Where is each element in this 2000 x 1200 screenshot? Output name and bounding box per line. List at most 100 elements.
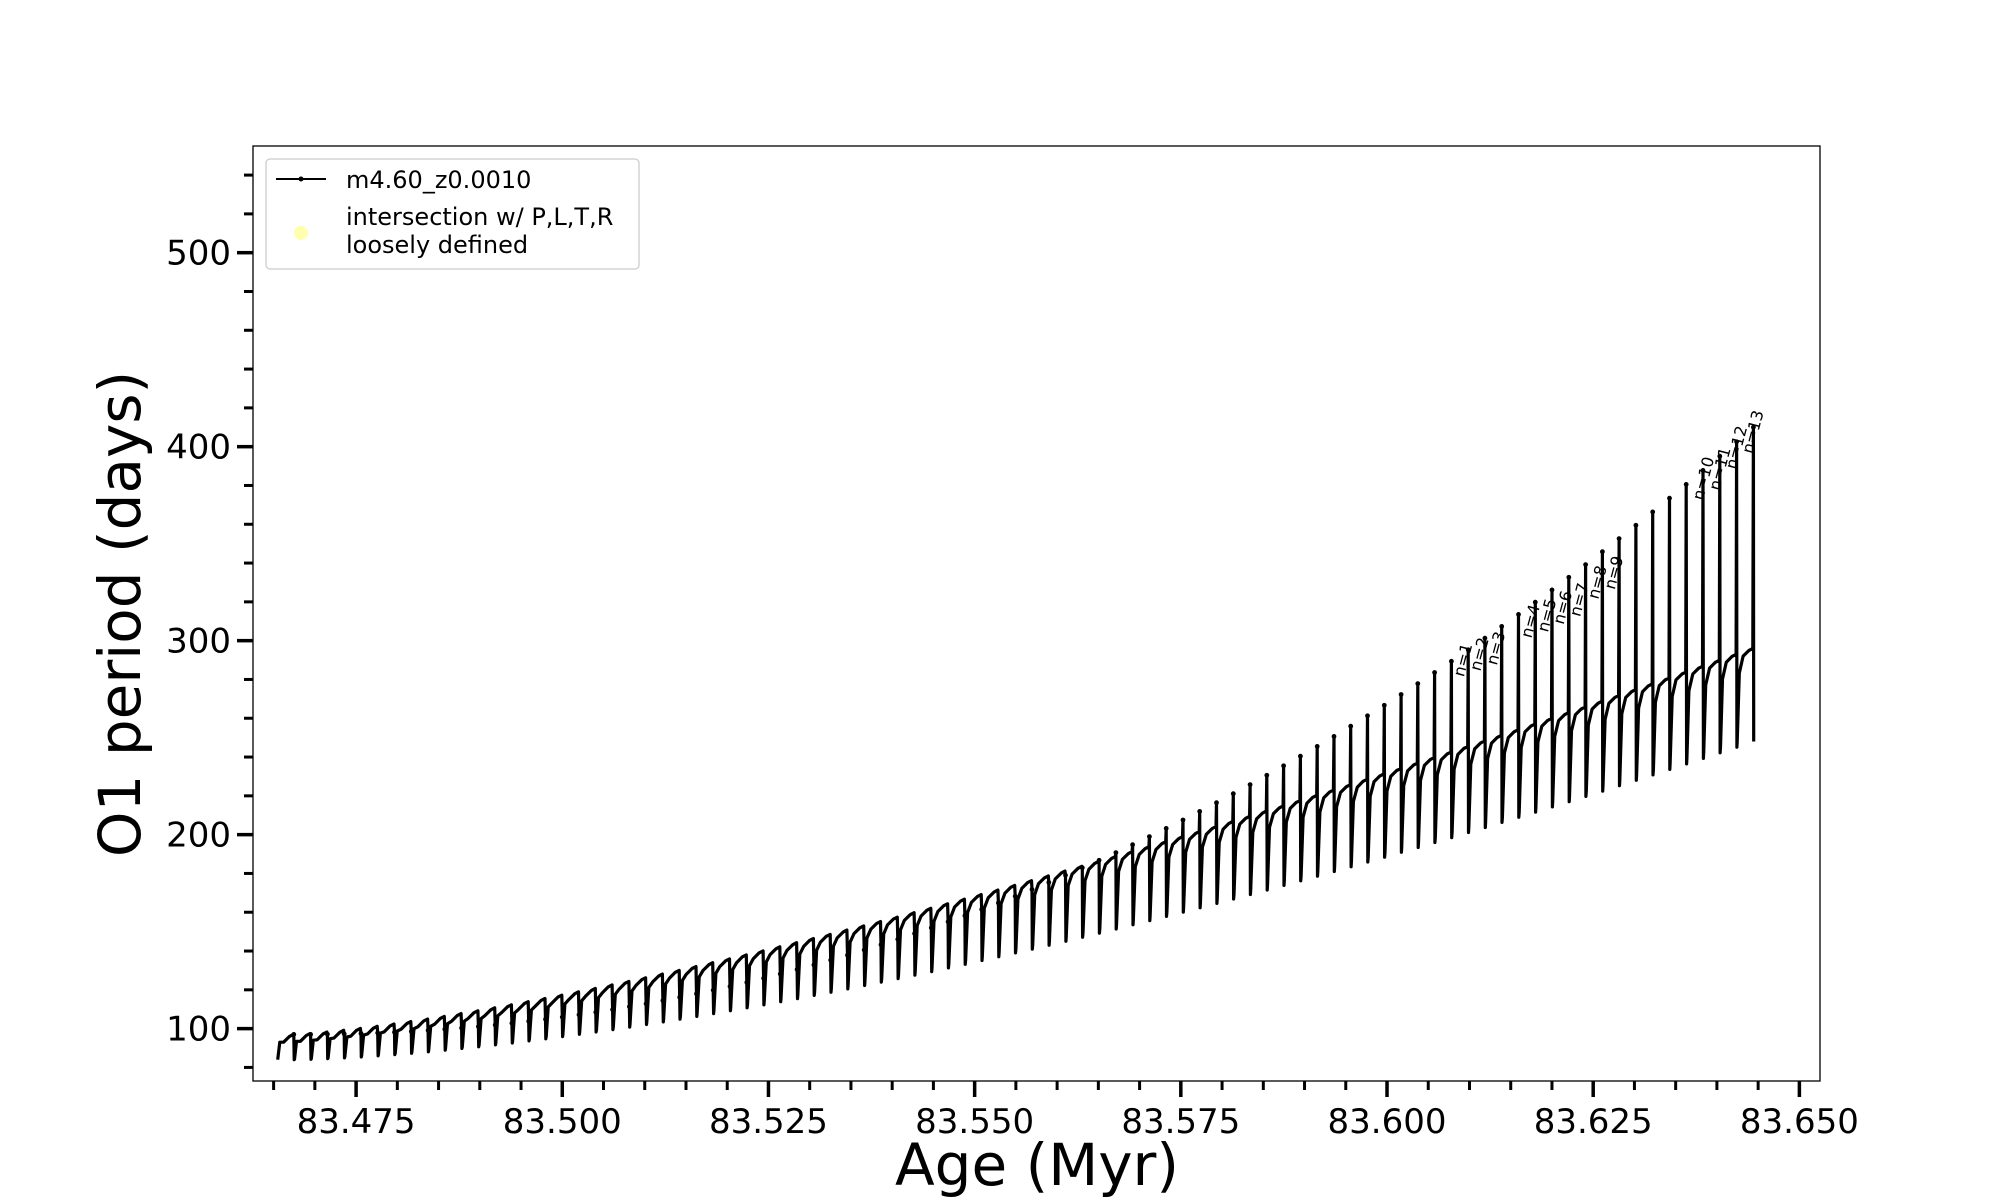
series-spike-point [694,991,699,997]
annotation-label: n=13 [1738,408,1768,455]
series-spike-point [1348,723,1354,729]
series-spike-point [777,971,783,977]
series-spike-point [1633,522,1639,528]
series-spike-point [1314,744,1320,749]
x-tick-label: 83.550 [915,1102,1034,1142]
x-tick-label: 83.475 [297,1102,416,1142]
series-spike-point [1532,599,1538,605]
annotation-layer: n=1n=2n=3n=4n=5n=6n=7n=8n=9n=10n=11n=12n… [1449,408,1767,678]
series-spike-point [1717,453,1723,459]
series-spike-point [1264,772,1270,778]
series-spike-point [1482,635,1488,641]
series-spike-point [1415,681,1421,686]
series-spike-point [308,1032,313,1037]
series-spike-point [1197,809,1203,814]
series-spike-point [1298,753,1303,759]
series-spike-point [1163,826,1169,831]
y-tick-label: 500 [166,234,231,274]
legend-label-intersection-line2: loosely defined [346,231,528,259]
x-tick-label: 83.500 [503,1102,622,1142]
series-spike-point [1667,495,1672,501]
series-spike-point [945,919,951,925]
x-tick-label: 83.650 [1740,1102,1859,1142]
series-spike-point [375,1030,381,1036]
series-spike-point [358,1031,364,1036]
y-tick-label: 400 [166,428,231,468]
x-axis: 83.475 83.500 83.525 83.550 83.575 83.600 83.6… [272,1081,1859,1142]
series-spike-point [1499,624,1505,629]
series-spike-point [1549,587,1555,593]
series-spike-point [1516,612,1521,617]
series-spike-point [1247,782,1253,787]
series-spike-point [761,975,766,981]
series-spike-point [476,1024,481,1029]
series-spike-point [1331,734,1337,739]
series-spike-point [425,1028,431,1033]
legend-box [265,158,640,270]
series-spike-point [1751,424,1756,430]
series-spike-point [979,907,985,912]
series-spike-point [1281,763,1286,769]
series-spike-point [1096,857,1102,863]
series-spike-point [1079,865,1085,871]
legend-intersection-marker [294,226,308,240]
y-axis: 100 200 300 400 500 [166,173,253,1069]
x-axis-title: Age (Myr) [895,1131,1179,1199]
series-spike-point [1465,647,1471,653]
series-spike-point [1147,834,1152,839]
legend-label-intersection-line1: intersection w/ P,L,T,R [346,203,613,231]
series-spike-point [861,947,867,953]
x-tick-label: 83.525 [709,1102,828,1142]
series-spike-point [1063,872,1068,878]
series-spike-point [1029,887,1035,892]
series-spike-point [1683,482,1689,487]
series-spike-point [928,925,934,931]
series-spike-point [1600,549,1605,555]
series-spike-point [677,994,683,1000]
legend-dot-marker [298,176,304,182]
y-tick-label: 100 [166,1010,231,1050]
annotation-label: n=9 [1600,554,1627,592]
series-spike-point [1449,658,1454,664]
series-spike-point [1180,817,1186,823]
series-spike-point [1398,692,1404,697]
series-spike-point [1012,893,1018,899]
series-spike-point [627,1004,632,1010]
series-spike-point [878,942,884,948]
series-spike-point [845,952,850,958]
series-spike-point [1130,842,1135,848]
x-tick-label: 83.625 [1534,1102,1653,1142]
series-spike-point [727,984,733,989]
y-tick-label: 300 [166,622,231,662]
series-spike-point [593,1009,599,1015]
series-spike-point [828,957,834,963]
series-spike-point [1214,800,1219,806]
series-spike-point [643,1001,649,1007]
series-spike-point [442,1026,448,1032]
series-spike-point [1700,468,1706,473]
series-line [276,425,1756,1062]
series-spike-point [744,980,750,985]
series-spike-point [459,1025,464,1031]
series-spike-point [962,913,968,919]
series-spike-point [710,987,716,993]
series-spike-point [660,998,666,1003]
series-spike-point [543,1016,548,1022]
series-spike-point [1046,880,1052,885]
series-spike-point [811,962,817,968]
series-spike-point [492,1022,498,1028]
annotation-label: n=3 [1482,629,1509,667]
series-spike-point [996,900,1001,906]
series-spike-point [1616,536,1622,541]
series-spike-point [341,1031,347,1037]
series-spike-point [1734,439,1739,445]
series-spike-point [1230,791,1236,797]
series-layer [276,424,1756,1062]
series-spike-point [1381,702,1387,708]
plot-frame [252,145,1821,1082]
series-spike-point [1583,562,1588,567]
x-tick-label: 83.600 [1328,1102,1447,1142]
series-spike-point [1432,670,1437,675]
series-spike-point [895,936,901,942]
